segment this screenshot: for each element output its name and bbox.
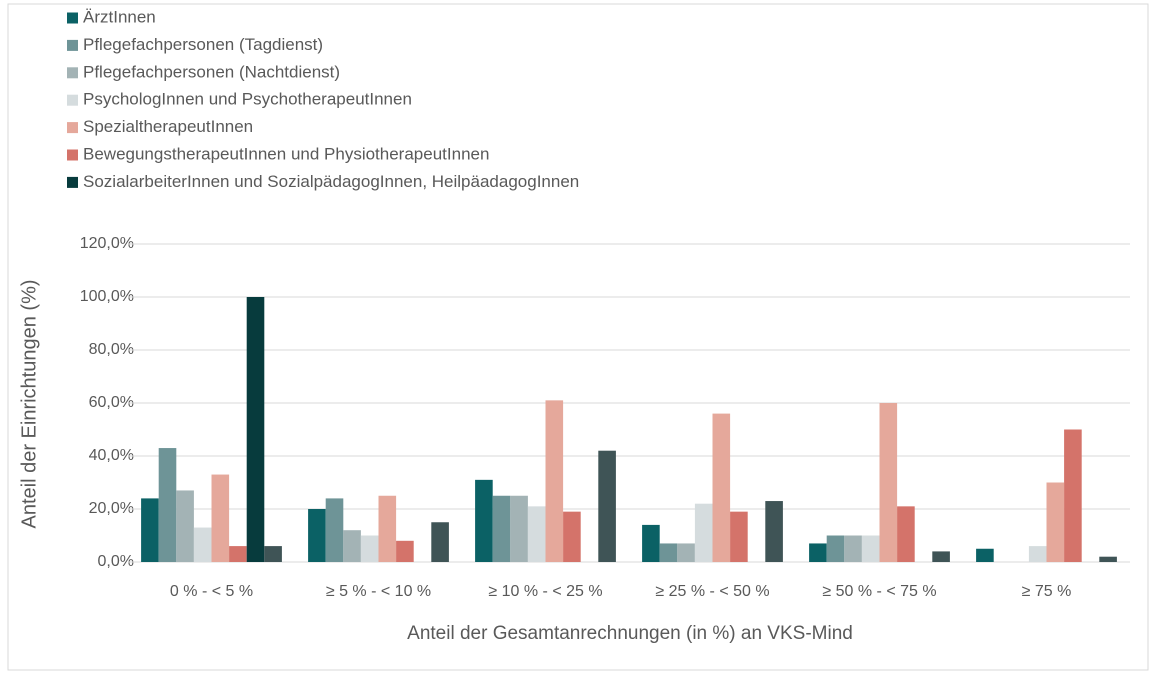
y-tick-label: 0,0% bbox=[98, 553, 134, 570]
bar bbox=[492, 495, 511, 562]
legend-label: Pflegefachpersonen (Nachtdienst) bbox=[83, 62, 340, 81]
bar bbox=[1099, 556, 1117, 562]
bar bbox=[325, 498, 344, 562]
y-axis-title: Anteil der Einrichtungen (%) bbox=[18, 279, 40, 528]
legend-swatch bbox=[67, 176, 78, 188]
legend-swatch bbox=[67, 67, 78, 79]
legend-swatch bbox=[67, 122, 78, 134]
bar bbox=[360, 535, 379, 562]
bar bbox=[809, 543, 827, 562]
x-tick-label: ≥ 50 % - < 75 % bbox=[822, 583, 936, 600]
x-axis-title: Anteil der Gesamtanrechnungen (in %) an … bbox=[407, 623, 853, 644]
y-tick-label: 80,0% bbox=[89, 341, 134, 358]
x-tick-label: ≥ 25 % - < 50 % bbox=[655, 583, 769, 600]
bar bbox=[378, 495, 397, 562]
legend-label: SozialarbeiterInnen und SozialpädagogInn… bbox=[83, 172, 579, 191]
y-tick-label: 60,0% bbox=[89, 394, 134, 411]
bar bbox=[1064, 429, 1082, 562]
bar bbox=[510, 495, 528, 562]
bar bbox=[527, 506, 546, 562]
legend-label: BewegungstherapeutInnen und Physiotherap… bbox=[83, 144, 489, 163]
bar bbox=[826, 535, 845, 562]
y-tick-label: 40,0% bbox=[89, 447, 134, 464]
bar bbox=[1046, 482, 1065, 562]
x-tick-label: ≥ 10 % - < 25 % bbox=[488, 583, 602, 600]
bar bbox=[229, 546, 247, 562]
bar bbox=[730, 511, 748, 562]
x-tick-label: ≥ 75 % bbox=[1022, 583, 1072, 600]
chart-frame bbox=[7, 3, 1149, 671]
bar bbox=[897, 506, 915, 562]
y-tick-label: 100,0% bbox=[80, 288, 134, 305]
legend-label: ÄrztInnen bbox=[83, 7, 156, 26]
x-tick-label: 0 % - < 5 % bbox=[170, 583, 253, 600]
bar bbox=[158, 448, 177, 562]
bar bbox=[211, 474, 230, 562]
legend-swatch bbox=[67, 149, 78, 161]
bar bbox=[545, 400, 564, 562]
legend-label: PsychologInnen und PsychotherapeutInnen bbox=[83, 90, 412, 109]
bar bbox=[598, 450, 616, 562]
bar bbox=[246, 297, 265, 562]
x-tick-label: ≥ 5 % - < 10 % bbox=[326, 583, 431, 600]
bar bbox=[712, 413, 731, 562]
bar bbox=[976, 548, 994, 562]
bar bbox=[642, 524, 660, 562]
bar bbox=[861, 535, 880, 562]
bar bbox=[563, 511, 581, 562]
y-tick-label: 120,0% bbox=[80, 235, 134, 252]
bar bbox=[844, 535, 862, 562]
bar bbox=[308, 509, 326, 562]
legend-label: SpezialtherapeutInnen bbox=[83, 117, 253, 136]
bar bbox=[932, 551, 950, 562]
bar bbox=[1028, 546, 1047, 562]
bar bbox=[264, 546, 282, 562]
legend-swatch bbox=[67, 39, 78, 51]
bar bbox=[193, 527, 212, 562]
bar bbox=[659, 543, 678, 562]
bar bbox=[343, 530, 361, 562]
bar bbox=[694, 503, 713, 562]
bar bbox=[431, 522, 449, 562]
bar bbox=[765, 501, 783, 562]
bar bbox=[677, 543, 695, 562]
bar bbox=[879, 403, 898, 562]
legend-swatch bbox=[67, 12, 78, 24]
y-tick-label: 20,0% bbox=[89, 500, 134, 517]
legend-swatch bbox=[67, 94, 78, 106]
legend-label: Pflegefachpersonen (Tagdienst) bbox=[83, 35, 323, 54]
bar bbox=[396, 540, 414, 562]
bar bbox=[141, 498, 159, 562]
bar bbox=[475, 479, 493, 562]
bar bbox=[176, 490, 194, 562]
